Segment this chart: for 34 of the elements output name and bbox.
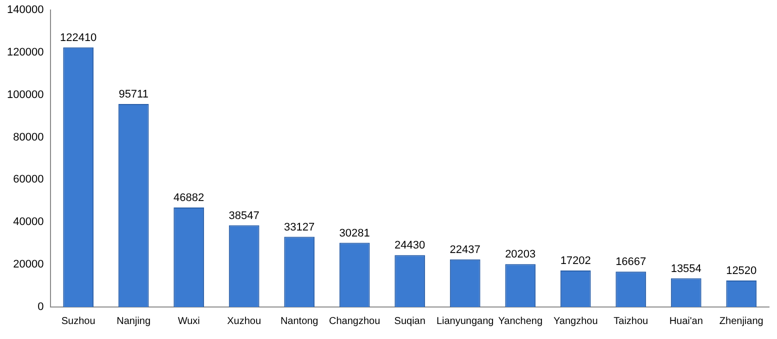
x-tick-label: Lianyungang [436, 316, 494, 327]
x-tick-label: Yancheng [498, 316, 543, 327]
x-tick-label: Xuzhou [227, 316, 262, 327]
x-tick-label: Changzhou [329, 316, 380, 327]
y-tick-label: 40000 [13, 216, 44, 228]
data-label: 16667 [616, 256, 646, 268]
data-label: 95711 [118, 88, 148, 100]
y-tick-label: 140000 [6, 4, 44, 16]
data-label: 17202 [560, 255, 591, 268]
x-tick-label: Huai'an [669, 316, 703, 327]
data-label: 46882 [174, 192, 204, 204]
data-label: 122410 [60, 32, 97, 44]
x-tick-label: Nantong [280, 316, 318, 327]
y-tick-label: 60000 [13, 174, 44, 186]
data-label: 13554 [670, 262, 702, 275]
x-tick-label: Wuxi [178, 316, 200, 327]
x-tick-label: Nanjing [116, 316, 151, 327]
x-tick-label: Suzhou [61, 316, 96, 327]
data-label: 22437 [450, 244, 480, 256]
data-label: 12520 [726, 264, 757, 277]
data-label: 38547 [228, 210, 260, 222]
x-tick-label: Yangzhou [553, 316, 598, 327]
x-tick-label: Suqian [394, 316, 426, 327]
y-tick-label: 20000 [13, 258, 44, 271]
y-tick-label: 100000 [6, 88, 44, 101]
x-tick-label: Taizhou [614, 316, 648, 327]
y-tick-label: 120000 [6, 46, 44, 58]
data-label: 33127 [284, 221, 315, 234]
y-tick-label: 80000 [13, 131, 44, 144]
data-label: 20203 [505, 248, 536, 261]
data-label: 24430 [394, 240, 426, 252]
x-tick-label: Zhenjiang [719, 316, 764, 327]
data-label: 30281 [339, 227, 370, 240]
y-tick-label: 0 [38, 301, 44, 314]
